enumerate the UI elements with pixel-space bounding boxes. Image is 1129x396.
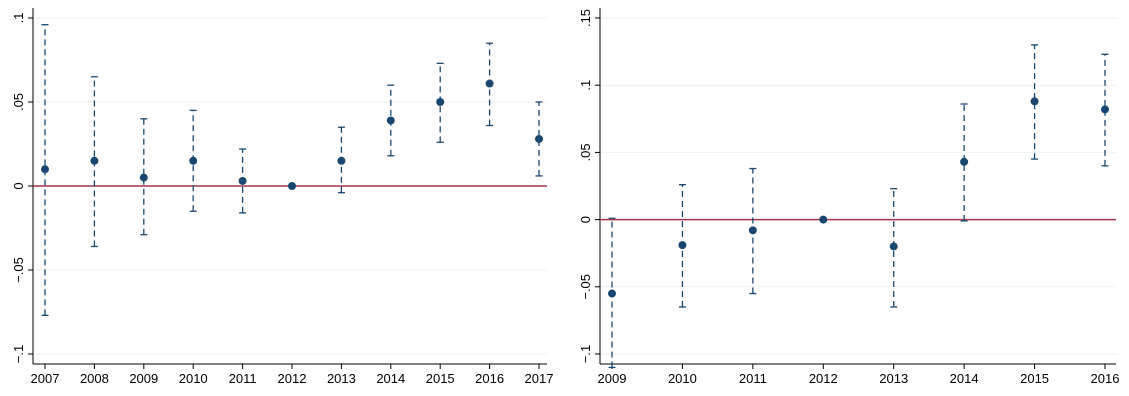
data-point — [1101, 105, 1109, 114]
x-tick-label: 2016 — [475, 371, 504, 386]
y-tick-label: 0 — [578, 216, 593, 223]
x-tick-label: 2011 — [229, 371, 257, 386]
data-point — [889, 242, 898, 251]
x-tick-label: 2009 — [129, 371, 158, 386]
x-tick-label: 2013 — [879, 371, 908, 386]
x-tick-label: 2015 — [1020, 371, 1049, 386]
data-point — [748, 226, 757, 235]
x-tick-label: 2016 — [1091, 371, 1120, 386]
data-point — [238, 176, 247, 185]
x-tick-label: 2017 — [525, 371, 554, 386]
y-tick-label: −.1 — [11, 345, 26, 363]
y-tick-label: 0 — [11, 182, 26, 189]
x-tick-label: 2009 — [598, 371, 627, 386]
data-point — [436, 98, 445, 106]
y-tick-label: .15 — [578, 9, 593, 27]
x-tick-label: 2010 — [668, 371, 697, 386]
data-point — [678, 241, 687, 250]
x-tick-label: 2008 — [80, 371, 109, 386]
data-point — [90, 156, 99, 165]
data-point — [337, 156, 346, 165]
data-point — [485, 79, 494, 88]
data-point — [819, 215, 828, 224]
y-tick-label: −.1 — [578, 345, 593, 363]
y-tick-label: −.05 — [11, 257, 26, 283]
data-point — [1030, 97, 1039, 106]
data-point — [608, 289, 616, 298]
data-point — [386, 116, 395, 125]
x-tick-label: 2015 — [426, 371, 455, 386]
y-tick-label: .05 — [11, 93, 26, 111]
x-tick-label: 2011 — [739, 371, 767, 386]
y-tick-label: .05 — [578, 143, 593, 161]
x-tick-label: 2014 — [950, 371, 979, 386]
data-point — [288, 182, 296, 190]
x-tick-label: 2013 — [327, 371, 356, 386]
data-point — [41, 165, 49, 174]
left-panel: .1 .05 0 −.05 −.1 2007 2008 2009 2010 2011 2012 201… — [11, 8, 553, 386]
right-panel: .15 .1 .05 0 −.05 −.1 2009 2010 2011 2012 2013 2014… — [578, 8, 1119, 386]
y-tick-label: .1 — [11, 13, 26, 24]
data-point — [535, 134, 543, 143]
x-tick-label: 2014 — [376, 371, 405, 386]
x-tick-label: 2007 — [31, 371, 60, 386]
data-point — [189, 156, 198, 165]
data-point — [139, 173, 148, 182]
x-tick-label: 2010 — [179, 371, 208, 386]
x-tick-label: 2012 — [809, 371, 838, 386]
y-tick-label: .1 — [578, 80, 593, 91]
x-tick-label: 2012 — [278, 371, 307, 386]
y-tick-label: −.05 — [578, 274, 593, 300]
data-point — [960, 157, 969, 166]
